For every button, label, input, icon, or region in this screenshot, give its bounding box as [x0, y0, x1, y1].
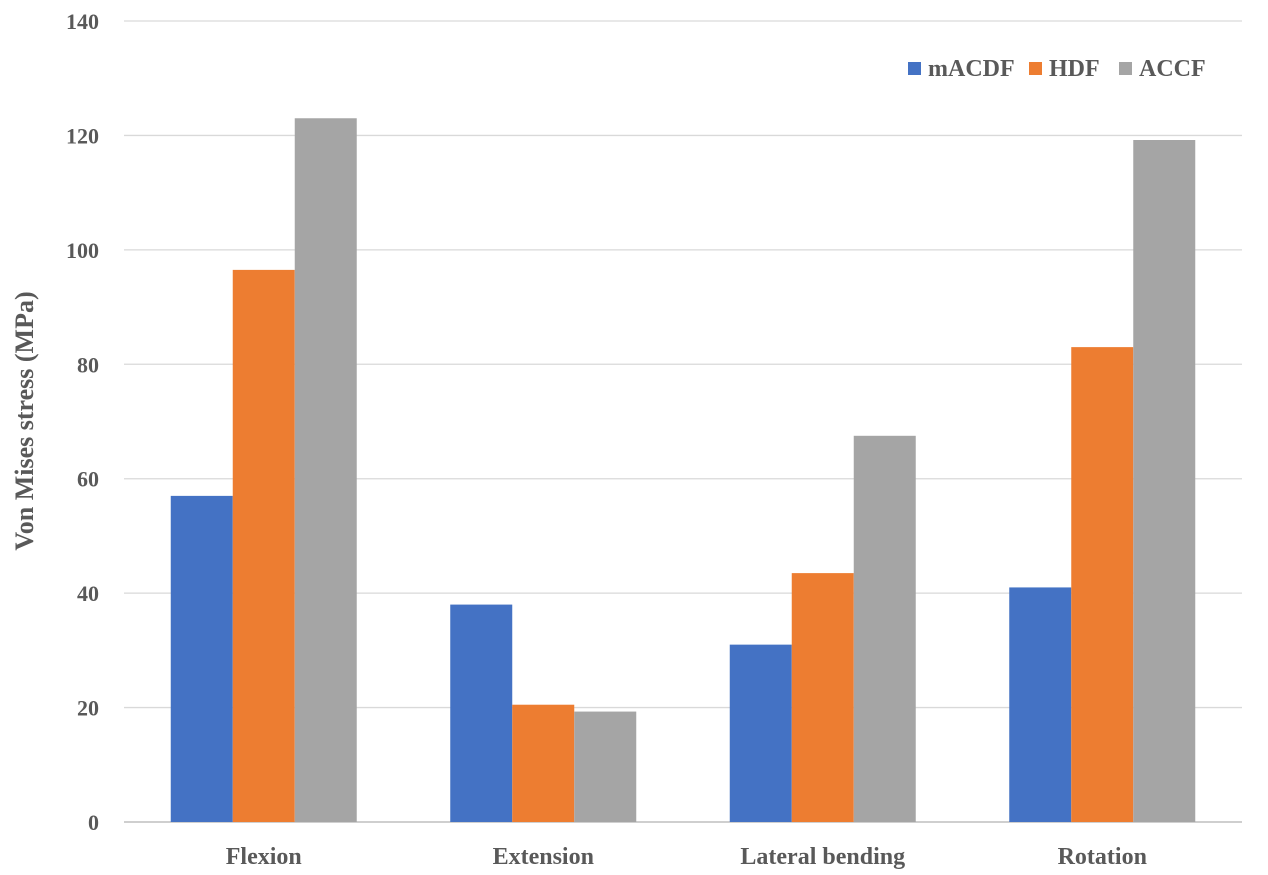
legend-swatch-accf	[1119, 62, 1132, 75]
bars	[170, 118, 1196, 822]
y-tick-label: 40	[77, 581, 99, 606]
bar-hdf-extension	[512, 704, 575, 822]
x-category-label: Extension	[493, 844, 594, 870]
legend-label-macdf: mACDF	[928, 56, 1015, 82]
x-category-label: Rotation	[1058, 844, 1147, 870]
y-tick-label: 60	[77, 467, 99, 492]
legend: mACDF HDF ACCF	[908, 56, 1206, 82]
x-category-label: Lateral bending	[740, 844, 905, 870]
y-tick-label: 100	[66, 238, 99, 263]
bar-hdf-lateral-bending	[791, 573, 854, 822]
bar-accf-flexion	[294, 118, 357, 822]
y-tick-label: 80	[77, 352, 99, 377]
bar-accf-extension	[574, 711, 637, 822]
y-tick-label: 140	[66, 9, 99, 34]
x-category-label: Flexion	[226, 844, 302, 870]
y-tick-label: 20	[77, 696, 99, 721]
legend-label-hdf: HDF	[1049, 56, 1100, 82]
legend-label-accf: ACCF	[1139, 56, 1206, 82]
bar-hdf-rotation	[1071, 347, 1134, 822]
bar-accf-rotation	[1133, 140, 1196, 822]
bar-macdf-flexion	[170, 495, 233, 822]
x-axis-categories: Flexion Extension Lateral bending Rotation	[226, 844, 1147, 870]
bar-macdf-lateral-bending	[729, 644, 792, 822]
bar-accf-lateral-bending	[853, 435, 916, 822]
y-tick-label: 120	[66, 123, 99, 148]
y-axis-ticks: 0 20 40 60 80 100 120 140	[66, 9, 99, 835]
legend-swatch-hdf	[1029, 62, 1042, 75]
bar-hdf-flexion	[232, 269, 295, 822]
legend-swatch-macdf	[908, 62, 921, 75]
y-tick-label: 0	[88, 810, 99, 835]
bar-macdf-extension	[450, 604, 513, 822]
y-axis-title: Von Mises stress (MPa)	[10, 291, 39, 550]
bar-macdf-rotation	[1009, 587, 1072, 822]
